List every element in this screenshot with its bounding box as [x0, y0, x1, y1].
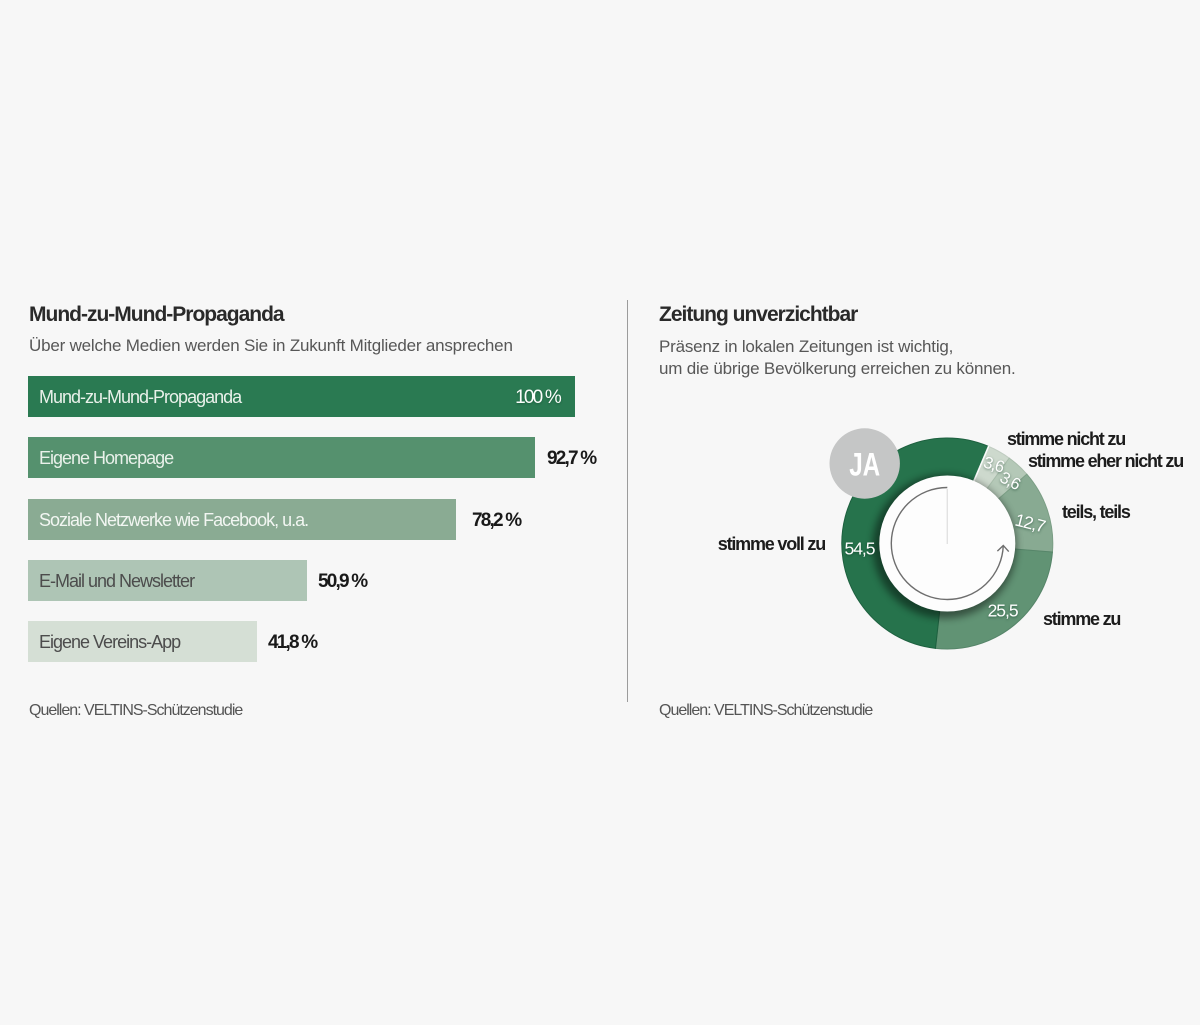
- svg-text:25,5: 25,5: [988, 601, 1018, 621]
- svg-text:JA: JA: [849, 447, 880, 483]
- svg-text:3,6: 3,6: [981, 453, 1006, 476]
- svg-text:54,5: 54,5: [844, 539, 874, 559]
